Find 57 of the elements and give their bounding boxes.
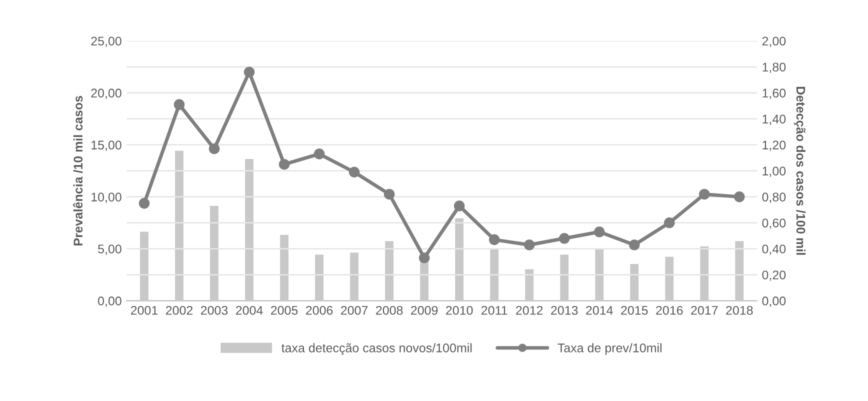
point [734,191,745,202]
x-tick-label: 2010 [446,306,473,315]
y2-tick-label: 1,60 [762,88,786,99]
x-tick-label: 2014 [586,306,613,315]
y-tick-label: 15,00 [92,140,122,151]
y2-tick-label: 0,60 [762,218,786,229]
x-tick-label: 2009 [411,306,438,315]
y-tick-label: 25,00 [91,36,122,48]
y2-tick-label: 1,00 [762,166,786,177]
point [348,166,360,178]
y2-tick-label: 1,40 [762,114,786,125]
x-tick-label: 2006 [306,306,333,315]
x-tick-label: 2017 [691,306,718,315]
point [628,240,640,250]
point [138,198,150,209]
y2-axis-title: Detecção dos casos /100 mil [794,86,806,255]
x-tick-label: 2002 [166,306,193,315]
point [454,200,465,212]
x-tick-label: 2011 [482,306,508,315]
y2-tick-label: 1,20 [762,140,786,151]
point [278,158,290,170]
x-tick-label: 2018 [726,306,753,315]
point [699,188,710,200]
x-tick-label: 2007 [341,306,368,315]
point [558,233,570,244]
x-tick-label: 2001 [130,306,158,315]
x-tick-label: 2015 [621,306,648,315]
point [208,143,220,154]
x-tick-label: 2005 [270,306,298,315]
y-axis-title: Prevalência /10 mil casos [73,96,83,246]
point [174,99,185,110]
x-tick-label: 2003 [200,306,228,315]
point [384,188,395,200]
point [488,234,500,246]
y-tick-label: 10,00 [92,192,122,203]
x-tick-label: 2008 [376,306,403,315]
point [664,217,675,228]
y-tick-label: 5,00 [98,244,122,255]
point [594,226,605,238]
legend-label: taxa detecção casos novos/100mil [282,343,472,355]
point [418,252,430,264]
x-tick-label: 2013 [551,306,578,315]
y2-tick-label: 0,20 [762,270,786,281]
y-tick-label: 0,00 [98,296,122,307]
y2-tick-label: 0,40 [762,244,786,255]
y2-tick-label: 1,80 [762,62,786,74]
legend-label: Taxa de prev/10mil [558,343,662,355]
y-tick-label: 20,00 [91,88,122,99]
x-tick-label: 2004 [236,306,263,315]
y2-tick-label: 0,80 [762,192,786,203]
y2-tick-label: 2,00 [762,36,786,48]
point [524,240,535,250]
x-tick-label: 2016 [656,306,683,315]
point [244,66,255,78]
x-tick-label: 2012 [516,306,543,315]
y2-tick-label: 0,00 [762,296,786,307]
point [314,148,325,160]
